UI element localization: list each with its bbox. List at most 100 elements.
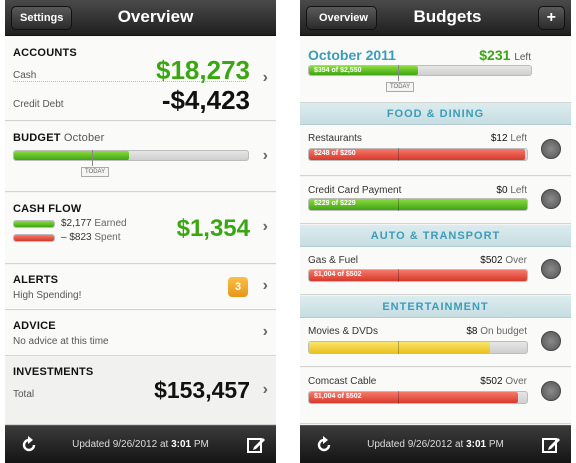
budget-item-bar-label: $1,004 of $502 [314,271,362,278]
budget-item-bar-label: $248 of $250 [314,150,356,157]
accounts-row[interactable]: ACCOUNTS Cash Credit Debt $18,273 -$4,42… [5,37,276,121]
budget-item-amount-value: $12 [490,133,508,144]
today-marker [398,148,399,161]
budget-progress-fill [14,151,129,160]
updated-date: 9/26/2012 [407,439,453,450]
alerts-subtitle: High Spending! [13,290,82,301]
budget-item-bar: $229 of $229 [308,198,528,211]
budgets-screen: Overview Budgets + October 2011 $231 Lef… [300,0,571,463]
credit-debt-value: -$4,423 [161,85,250,115]
alerts-count-badge: 3 [228,277,248,297]
month-progress-fill: $354 of $2,550 [309,66,418,75]
section-header-entertainment: ENTERTAINMENT [300,296,571,318]
today-marker [398,341,399,354]
pencil-icon[interactable] [541,139,561,159]
accounts-title: ACCOUNTS [13,47,77,59]
compose-icon[interactable] [246,435,266,455]
budget-item-name: Restaurants [308,133,362,144]
investments-row[interactable]: INVESTMENTS Total $153,457 › [5,357,276,425]
pencil-icon[interactable] [541,381,561,401]
section-header-food-dining: FOOD & DINING [300,103,571,125]
earned-bar [13,220,55,228]
updated-prefix: Updated [367,439,405,450]
budget-item-bar-fill: $229 of $229 [309,199,527,210]
last-updated-text: Updated 9/26/2012 at 3:01 PM [5,439,276,450]
budget-item-comcast-cable[interactable]: Comcast Cable $502 Over $1,004 of $502 [300,368,571,424]
bottom-toolbar: Updated 9/26/2012 at 3:01 PM [300,425,571,463]
pencil-icon[interactable] [541,189,561,209]
month-progress-bar: $354 of $2,550 [308,65,532,76]
budget-item-movies-dvds[interactable]: Movies & DVDs $8 On budget [300,318,571,367]
earned-bar-fill [14,221,54,227]
pencil-icon[interactable] [541,331,561,351]
updated-prefix: Updated [72,439,110,450]
budget-item-status: Left [510,133,527,144]
alerts-row[interactable]: ALERTS High Spending! 3 › [5,265,276,310]
chevron-right-icon: › [262,277,268,294]
updated-at: at [159,439,169,450]
budget-label: BUDGET [13,132,61,144]
budget-row[interactable]: BUDGET October TODAY › [5,122,276,192]
pencil-icon[interactable] [541,259,561,279]
updated-time: 3:01 [171,439,192,450]
today-tag: TODAY [81,167,110,177]
budget-item-bar-fill [309,342,490,353]
budget-item-status: Over [505,376,527,387]
investments-total-value: $153,457 [154,377,250,403]
back-button[interactable]: Overview [306,6,377,30]
refresh-icon[interactable] [19,435,39,455]
settings-button[interactable]: Settings [11,6,73,30]
cash-flow-title: CASH FLOW [13,203,82,215]
earned-label: Earned [94,218,127,229]
budget-item-name: Movies & DVDs [308,326,379,337]
budget-item-bar: $1,004 of $502 [308,391,528,404]
bottom-toolbar: Updated 9/26/2012 at 3:01 PM [5,425,276,463]
chevron-right-icon: › [262,323,268,340]
overview-screen: Settings Overview ACCOUNTS Cash Credit D… [5,0,276,463]
budgets-title: Budgets [413,7,482,26]
advice-row[interactable]: ADVICE No advice at this time › [5,311,276,356]
budget-item-restaurants[interactable]: Restaurants $12 Left $248 of $250 [300,125,571,176]
budget-item-amount-value: $502 [480,376,503,387]
today-marker [398,198,399,211]
budget-item-name: Gas & Fuel [308,255,359,266]
budget-title: BUDGET October [13,132,104,144]
budget-item-name: Credit Card Payment [308,185,402,196]
budget-item-bar-label: $229 of $229 [314,200,356,207]
earned-text: $2,177 Earned [61,218,127,229]
budget-item-status: Left [510,185,527,196]
budget-item-bar [308,341,528,354]
month-title: October 2011 [308,47,396,63]
section-header-auto-transport: AUTO & TRANSPORT [300,225,571,247]
last-updated-text: Updated 9/26/2012 at 3:01 PM [300,439,571,450]
budget-item-amount-value: $0 [496,185,508,196]
compose-icon[interactable] [541,435,561,455]
budget-item-bar: $248 of $250 [308,148,528,161]
budget-item-bar-fill: $248 of $250 [309,149,525,160]
budget-item-gas-fuel[interactable]: Gas & Fuel $502 Over $1,004 of $502 [300,247,571,295]
spent-text: – $823 Spent [61,232,121,243]
spent-amount: – $823 [61,232,92,243]
alerts-title: ALERTS [13,274,59,286]
today-marker [398,269,399,282]
today-marker [398,65,399,81]
updated-at: at [454,439,464,450]
add-budget-button[interactable]: + [537,6,565,30]
overview-nav-bar: Settings Overview [5,0,276,36]
spent-label: Spent [94,232,121,243]
budget-item-status: On budget [480,326,527,337]
budget-item-amount: $0 Left [496,185,527,196]
refresh-icon[interactable] [314,435,334,455]
cash-flow-row[interactable]: CASH FLOW $2,177 Earned – $823 Spent $1,… [5,193,276,264]
budget-item-amount: $8 On budget [466,326,527,337]
investments-title: INVESTMENTS [13,366,94,378]
updated-ampm: PM [488,439,504,450]
chevron-right-icon: › [262,147,268,164]
budget-item-credit-card-payment[interactable]: Credit Card Payment $0 Left $229 of $229 [300,177,571,224]
credit-debt-label: Credit Debt [13,99,64,110]
spent-bar-fill [14,235,54,241]
today-marker [92,150,93,166]
updated-date: 9/26/2012 [112,439,158,450]
advice-title: ADVICE [13,320,56,332]
budget-item-bar: $1,004 of $502 [308,269,528,282]
